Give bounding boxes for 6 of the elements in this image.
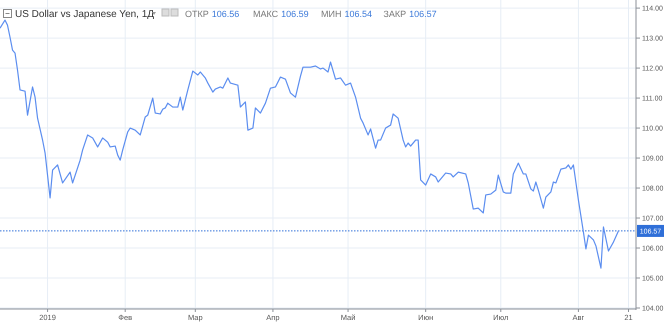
annotation: ЗАКР 106.57 xyxy=(383,9,437,19)
text: US Dollar vs Japanese Yen, 1Д xyxy=(15,9,154,20)
annotation: МАКС 106.59 xyxy=(253,9,309,19)
line-series xyxy=(0,19,620,269)
annotation: ОТКР 106.56 xyxy=(185,9,240,19)
annotation: МИН 106.54 xyxy=(321,9,372,19)
